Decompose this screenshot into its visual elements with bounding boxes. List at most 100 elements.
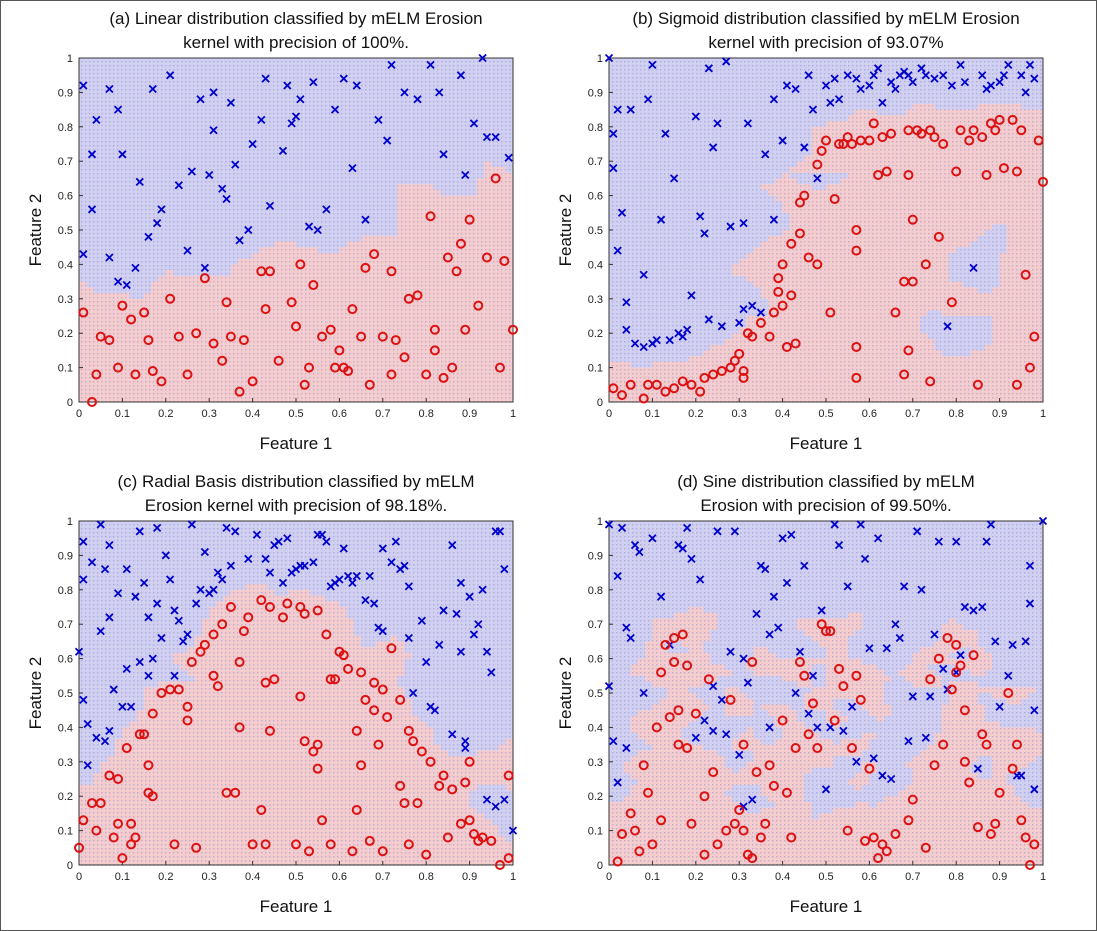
x-marker-point [322,205,331,214]
circle-marker-point [169,839,180,850]
x-marker-point [1030,74,1039,83]
circle-marker-point [699,372,710,383]
circle-marker-point [494,362,505,373]
circle-marker-point [881,166,892,177]
x-marker-point [622,325,631,334]
x-marker-point [482,795,492,804]
x-tick-label: 0.4 [775,871,790,883]
x-marker-point [439,150,448,159]
circle-marker-point [998,163,1009,174]
circle-marker-point [130,369,141,380]
circle-marker-point [126,839,137,850]
circle-marker-point [972,379,983,390]
x-marker-point [265,568,275,577]
circle-marker-point [656,667,667,678]
circle-marker-point [408,736,419,747]
x-marker-point [296,95,305,104]
x-tick-label: 0 [606,871,612,883]
circle-marker-point [377,846,388,857]
x-marker-point [278,146,288,156]
circle-marker-point [873,169,884,180]
circle-marker-point [234,657,245,668]
circle-marker-point [790,743,801,754]
x-marker-point [487,668,496,677]
x-marker-point [926,692,935,701]
circle-marker-point [277,612,288,623]
circle-marker-point [104,770,115,781]
circle-marker-point [946,297,957,308]
circle-marker-point [91,369,102,380]
x-marker-point [691,112,700,121]
circle-marker-point [234,722,245,733]
x-marker-point [995,702,1004,711]
x-marker-point [661,129,670,138]
circle-marker-point [421,369,432,380]
x-marker-point [96,626,105,636]
circle-marker-point [234,386,245,397]
x-marker-point [704,315,713,324]
circle-marker-point [903,815,914,826]
x-marker-point [687,554,696,563]
circle-marker-point [377,684,388,695]
circle-marker-point [126,818,137,829]
x-marker-point [908,692,917,701]
circle-marker-point [74,842,84,853]
x-marker-point [478,585,487,594]
circle-marker-point [1024,362,1035,373]
circle-marker-point [113,818,124,829]
x-tick-label: 0 [76,871,82,883]
circle-marker-point [317,815,328,826]
x-marker-point [122,565,131,574]
circle-marker-point [825,307,836,318]
x-marker-point [105,613,114,622]
x-marker-point [100,565,110,574]
circle-marker-point [703,674,714,685]
circle-marker-point [1024,860,1035,870]
x-marker-point [782,578,792,588]
x-marker-point [339,74,348,83]
circle-marker-point [360,262,371,273]
x-marker-point [908,77,917,87]
x-marker-point [800,561,809,570]
circle-marker-point [139,307,150,318]
circle-marker-point [225,602,236,612]
circle-marker-point [134,729,145,740]
circle-marker-point [803,252,814,263]
x-marker-point [352,81,361,90]
x-marker-point [166,71,175,80]
x-marker-point [930,74,939,83]
y-tick-label: 0.7 [58,156,73,168]
x-marker-point [843,582,852,591]
x-marker-point [982,537,991,546]
x-marker-point [609,737,618,746]
scatter-plot: 00 0.1 0.1 0.2 0.2 0.3 0.3 0.4 0.4 0.5 0.5 0.6 0.6 0.… [26,53,518,453]
circle-marker-point [238,626,249,637]
x-tick-label: 0.5 [288,871,303,883]
x-marker-point [174,616,183,625]
x-marker-point [74,647,84,656]
x-tick-label: 0.4 [775,408,790,420]
x-marker-point [161,551,170,560]
y-tick-label: 0.8 [58,585,73,597]
x-marker-point [139,578,149,588]
x-tick-label: 0.3 [732,408,747,420]
x-marker-point [613,571,622,581]
x-marker-point [1021,637,1030,646]
x-marker-point [904,737,913,746]
x-marker-point [79,537,88,546]
x-marker-point [913,527,922,536]
x-marker-point [639,270,648,279]
circle-marker-point [968,125,979,136]
circle-marker-point [768,780,779,791]
circle-marker-point [87,397,98,407]
circle-marker-point [851,670,862,681]
y-tick-label: 0.5 [58,688,73,700]
circle-marker-point [786,238,797,249]
x-marker-point [495,527,505,536]
x-marker-point [231,160,240,169]
y-tick-label: 0.7 [588,619,603,631]
circle-marker-point [855,694,866,705]
x-tick-label: 0.5 [818,408,833,420]
x-marker-point [508,826,518,835]
x-tick-label: 0.6 [862,871,877,883]
